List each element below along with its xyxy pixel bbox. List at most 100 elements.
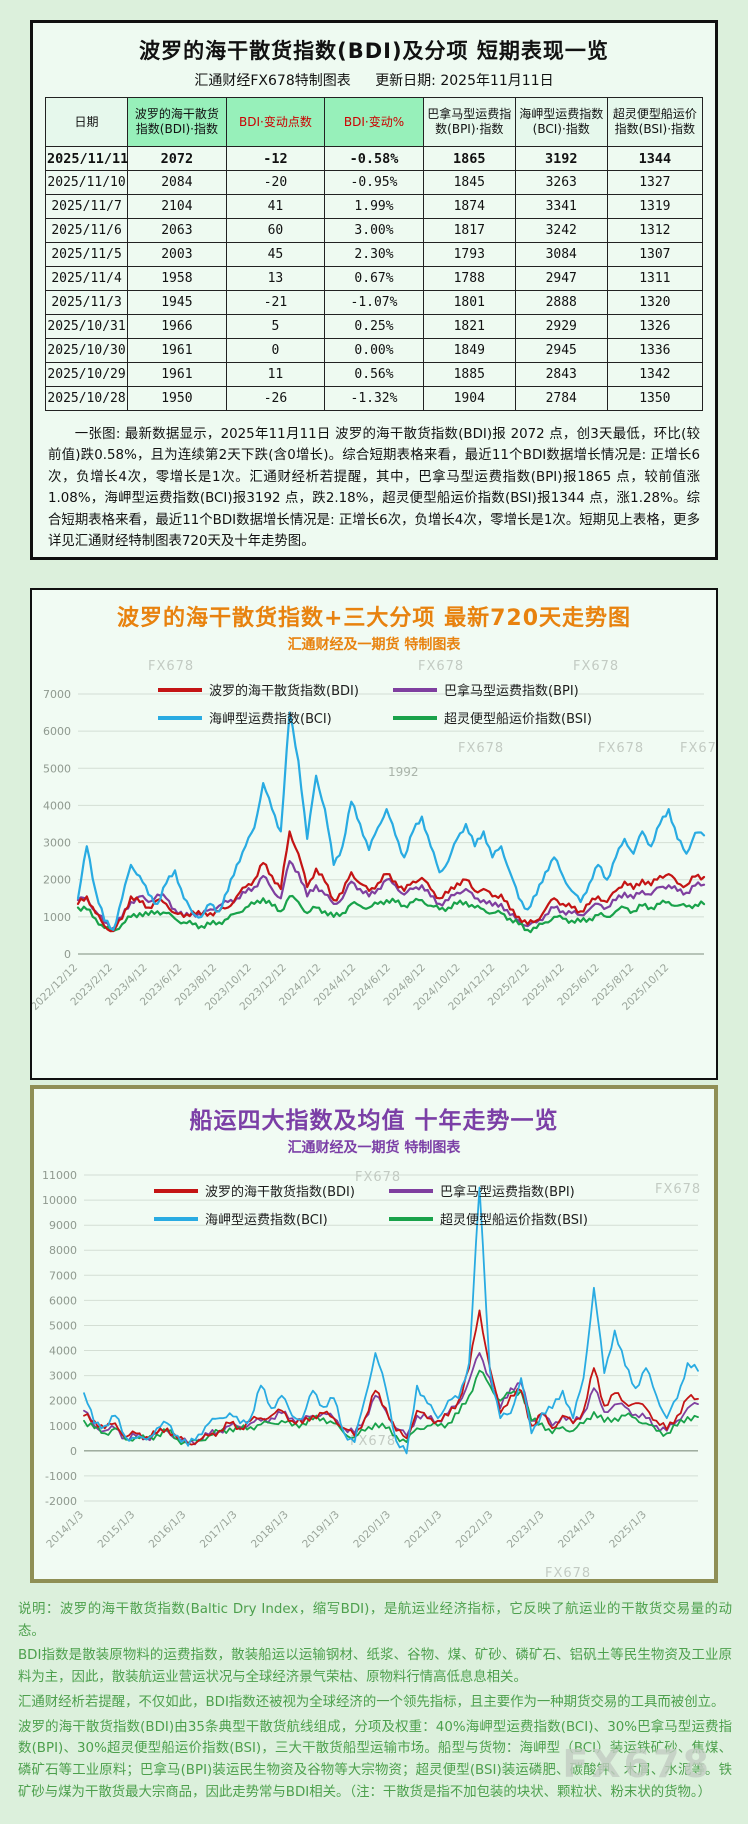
svg-text:11000: 11000 xyxy=(42,1169,77,1182)
svg-text:5000: 5000 xyxy=(43,762,71,775)
table-cell: 0.25% xyxy=(324,314,424,339)
table-row: 2025/11/6 2063 60 3.00% 1817 3242 1312 xyxy=(44,218,704,243)
svg-text:FX678: FX678 xyxy=(573,659,619,674)
bdi-short-term-table: 日期 波罗的海干散货指数(BDI)·指数 BDI·变动点数 BDI·变动% 巴拿马型运费… xyxy=(44,97,704,411)
table-cell: -1.32% xyxy=(324,386,424,411)
svg-text:2014/1/3: 2014/1/3 xyxy=(44,1509,86,1551)
table-cell: 2072 xyxy=(127,146,227,171)
legend-item-bpi: 巴拿马型运费指数(BPI) xyxy=(389,1181,624,1200)
legend-item-bsi: 超灵便型船运价指数(BSI) xyxy=(389,1209,624,1228)
table-cell: 3084 xyxy=(514,242,608,267)
legend-label: 波罗的海干散货指数(BDI) xyxy=(205,1185,355,1200)
svg-text:FX678: FX678 xyxy=(350,1434,396,1449)
chart-720d-legend: 波罗的海干散货指数(BDI) 巴拿马型运费指数(BPI) 海岬型运费指数(BCI… xyxy=(158,680,628,727)
table-cell: 1342 xyxy=(606,362,704,387)
svg-text:2000: 2000 xyxy=(43,874,71,887)
table-cell: 2888 xyxy=(514,290,608,315)
svg-text:4000: 4000 xyxy=(49,1345,77,1358)
table-cell: 0 xyxy=(225,338,326,363)
svg-text:7000: 7000 xyxy=(43,688,71,701)
svg-text:1000: 1000 xyxy=(49,1420,77,1433)
table-cell: 2947 xyxy=(514,266,608,291)
table-cell: 45 xyxy=(225,242,326,267)
table-row: 2025/11/4 1958 13 0.67% 1788 2947 1311 xyxy=(44,266,704,291)
column-header: BDI·变动点数 xyxy=(225,97,326,147)
svg-text:2023/1/3: 2023/1/3 xyxy=(505,1509,547,1551)
svg-text:FX678: FX678 xyxy=(655,1182,701,1197)
table-cell: 3.00% xyxy=(324,218,424,243)
svg-text:3000: 3000 xyxy=(43,837,71,850)
note-paragraph: 汇通财经析若提醒，不仅如此，BDI指数还被视为全球经济的一个领先指标，且主要作为… xyxy=(18,1694,725,1710)
svg-text:7000: 7000 xyxy=(49,1269,77,1282)
table-cell: 41 xyxy=(225,194,326,219)
table-cell: 2104 xyxy=(127,194,227,219)
table-cell: 1865 xyxy=(422,146,516,171)
table-row: 2025/10/31 1966 5 0.25% 1821 2929 1326 xyxy=(44,314,704,339)
svg-text:2021/1/3: 2021/1/3 xyxy=(402,1509,444,1551)
table-cell: -0.58% xyxy=(324,146,424,171)
legend-item-bci: 海岬型运费指数(BCI) xyxy=(158,708,393,727)
table-cell: 3263 xyxy=(514,170,608,195)
svg-text:0: 0 xyxy=(70,1445,77,1458)
chart-10y-legend: 波罗的海干散货指数(BDI) 巴拿马型运费指数(BPI) 海岬型运费指数(BCI… xyxy=(154,1181,624,1228)
svg-text:FX678: FX678 xyxy=(598,741,644,756)
table-cell: 1961 xyxy=(127,362,227,387)
table-cell: 2025/11/10 xyxy=(44,170,129,195)
table-cell: 1801 xyxy=(422,290,516,315)
table-cell: -26 xyxy=(225,386,326,411)
table-cell: 1311 xyxy=(606,266,704,291)
svg-text:1992: 1992 xyxy=(388,765,419,779)
column-header: 海岬型运费指数(BCI)·指数 xyxy=(514,97,608,147)
table-cell: 1950 xyxy=(127,386,227,411)
table-cell: 1336 xyxy=(606,338,704,363)
table-cell: 2025/10/29 xyxy=(44,362,129,387)
table-cell: -0.95% xyxy=(324,170,424,195)
table-cell: 2025/10/28 xyxy=(44,386,129,411)
table-cell: 2025/11/5 xyxy=(44,242,129,267)
table-body: 2025/11/11 2072 -12 -0.58% 1865 3192 1344 2025/… xyxy=(44,146,704,411)
table-cell: 2025/10/31 xyxy=(44,314,129,339)
table-cell: 2.30% xyxy=(324,242,424,267)
bpi-line-swatch xyxy=(393,687,437,692)
column-header: 波罗的海干散货指数(BDI)·指数 xyxy=(127,97,227,147)
table-cell: 1326 xyxy=(606,314,704,339)
chart-720d-panel: 波罗的海干散货指数+三大分项 最新720天走势图 汇通财经及一期货 特制图表 波… xyxy=(30,588,718,1080)
table-row: 2025/10/28 1950 -26 -1.32% 1904 2784 1350 xyxy=(44,386,704,411)
table-cell: 2025/11/4 xyxy=(44,266,129,291)
bdi-line-swatch xyxy=(158,687,202,692)
table-cell: 5 xyxy=(225,314,326,339)
svg-text:2024/1/3: 2024/1/3 xyxy=(556,1509,598,1551)
chart-10y-title: 船运四大指数及均值 十年走势一览 xyxy=(189,1108,559,1134)
source-label: 汇通财经FX678特制图表 xyxy=(194,73,351,89)
table-row: 2025/11/5 2003 45 2.30% 1793 3084 1307 xyxy=(44,242,704,267)
legend-item-bdi: 波罗的海干散货指数(BDI) xyxy=(154,1181,389,1200)
chart-10y-wrap: 波罗的海干散货指数(BDI) 巴拿马型运费指数(BPI) 海岬型运费指数(BCI… xyxy=(34,1157,714,1585)
note-paragraph: BDI指数是散装原物料的运费指数，散装船运以运输钢材、纸浆、谷物、煤、矿砂、磷矿… xyxy=(18,1648,732,1686)
svg-text:FX678: FX678 xyxy=(458,741,504,756)
table-cell: 3242 xyxy=(514,218,608,243)
table-cell: 1845 xyxy=(422,170,516,195)
table-cell: 1.99% xyxy=(324,194,424,219)
table-cell: 1319 xyxy=(606,194,704,219)
table-cell: 0.00% xyxy=(324,338,424,363)
column-header: 超灵便型船运价指数(BSI)·指数 xyxy=(606,97,704,147)
column-header: BDI·变动% xyxy=(324,97,424,147)
svg-text:6000: 6000 xyxy=(43,725,71,738)
svg-text:2017/1/3: 2017/1/3 xyxy=(198,1509,240,1551)
table-cell: -12 xyxy=(225,146,326,171)
table-cell: 1344 xyxy=(606,146,704,171)
table-cell: 1958 xyxy=(127,266,227,291)
bsi-line-swatch xyxy=(389,1216,433,1221)
table-cell: 2063 xyxy=(127,218,227,243)
summary-paragraph: 一张图: 最新数据显示，2025年11月11日 波罗的海干散货指数(BDI)报 … xyxy=(48,427,700,550)
table-cell: 0.56% xyxy=(324,362,424,387)
table-cell: 1821 xyxy=(422,314,516,339)
table-cell: 1793 xyxy=(422,242,516,267)
table-cell: 2025/10/30 xyxy=(44,338,129,363)
svg-text:2019/1/3: 2019/1/3 xyxy=(300,1509,342,1551)
table-cell: 2784 xyxy=(514,386,608,411)
svg-text:-2000: -2000 xyxy=(45,1495,77,1508)
footer-notes: 说明：波罗的海干散货指数(Baltic Dry Index，缩写BDI)，是航运… xyxy=(18,1596,732,1806)
table-cell: -21 xyxy=(225,290,326,315)
